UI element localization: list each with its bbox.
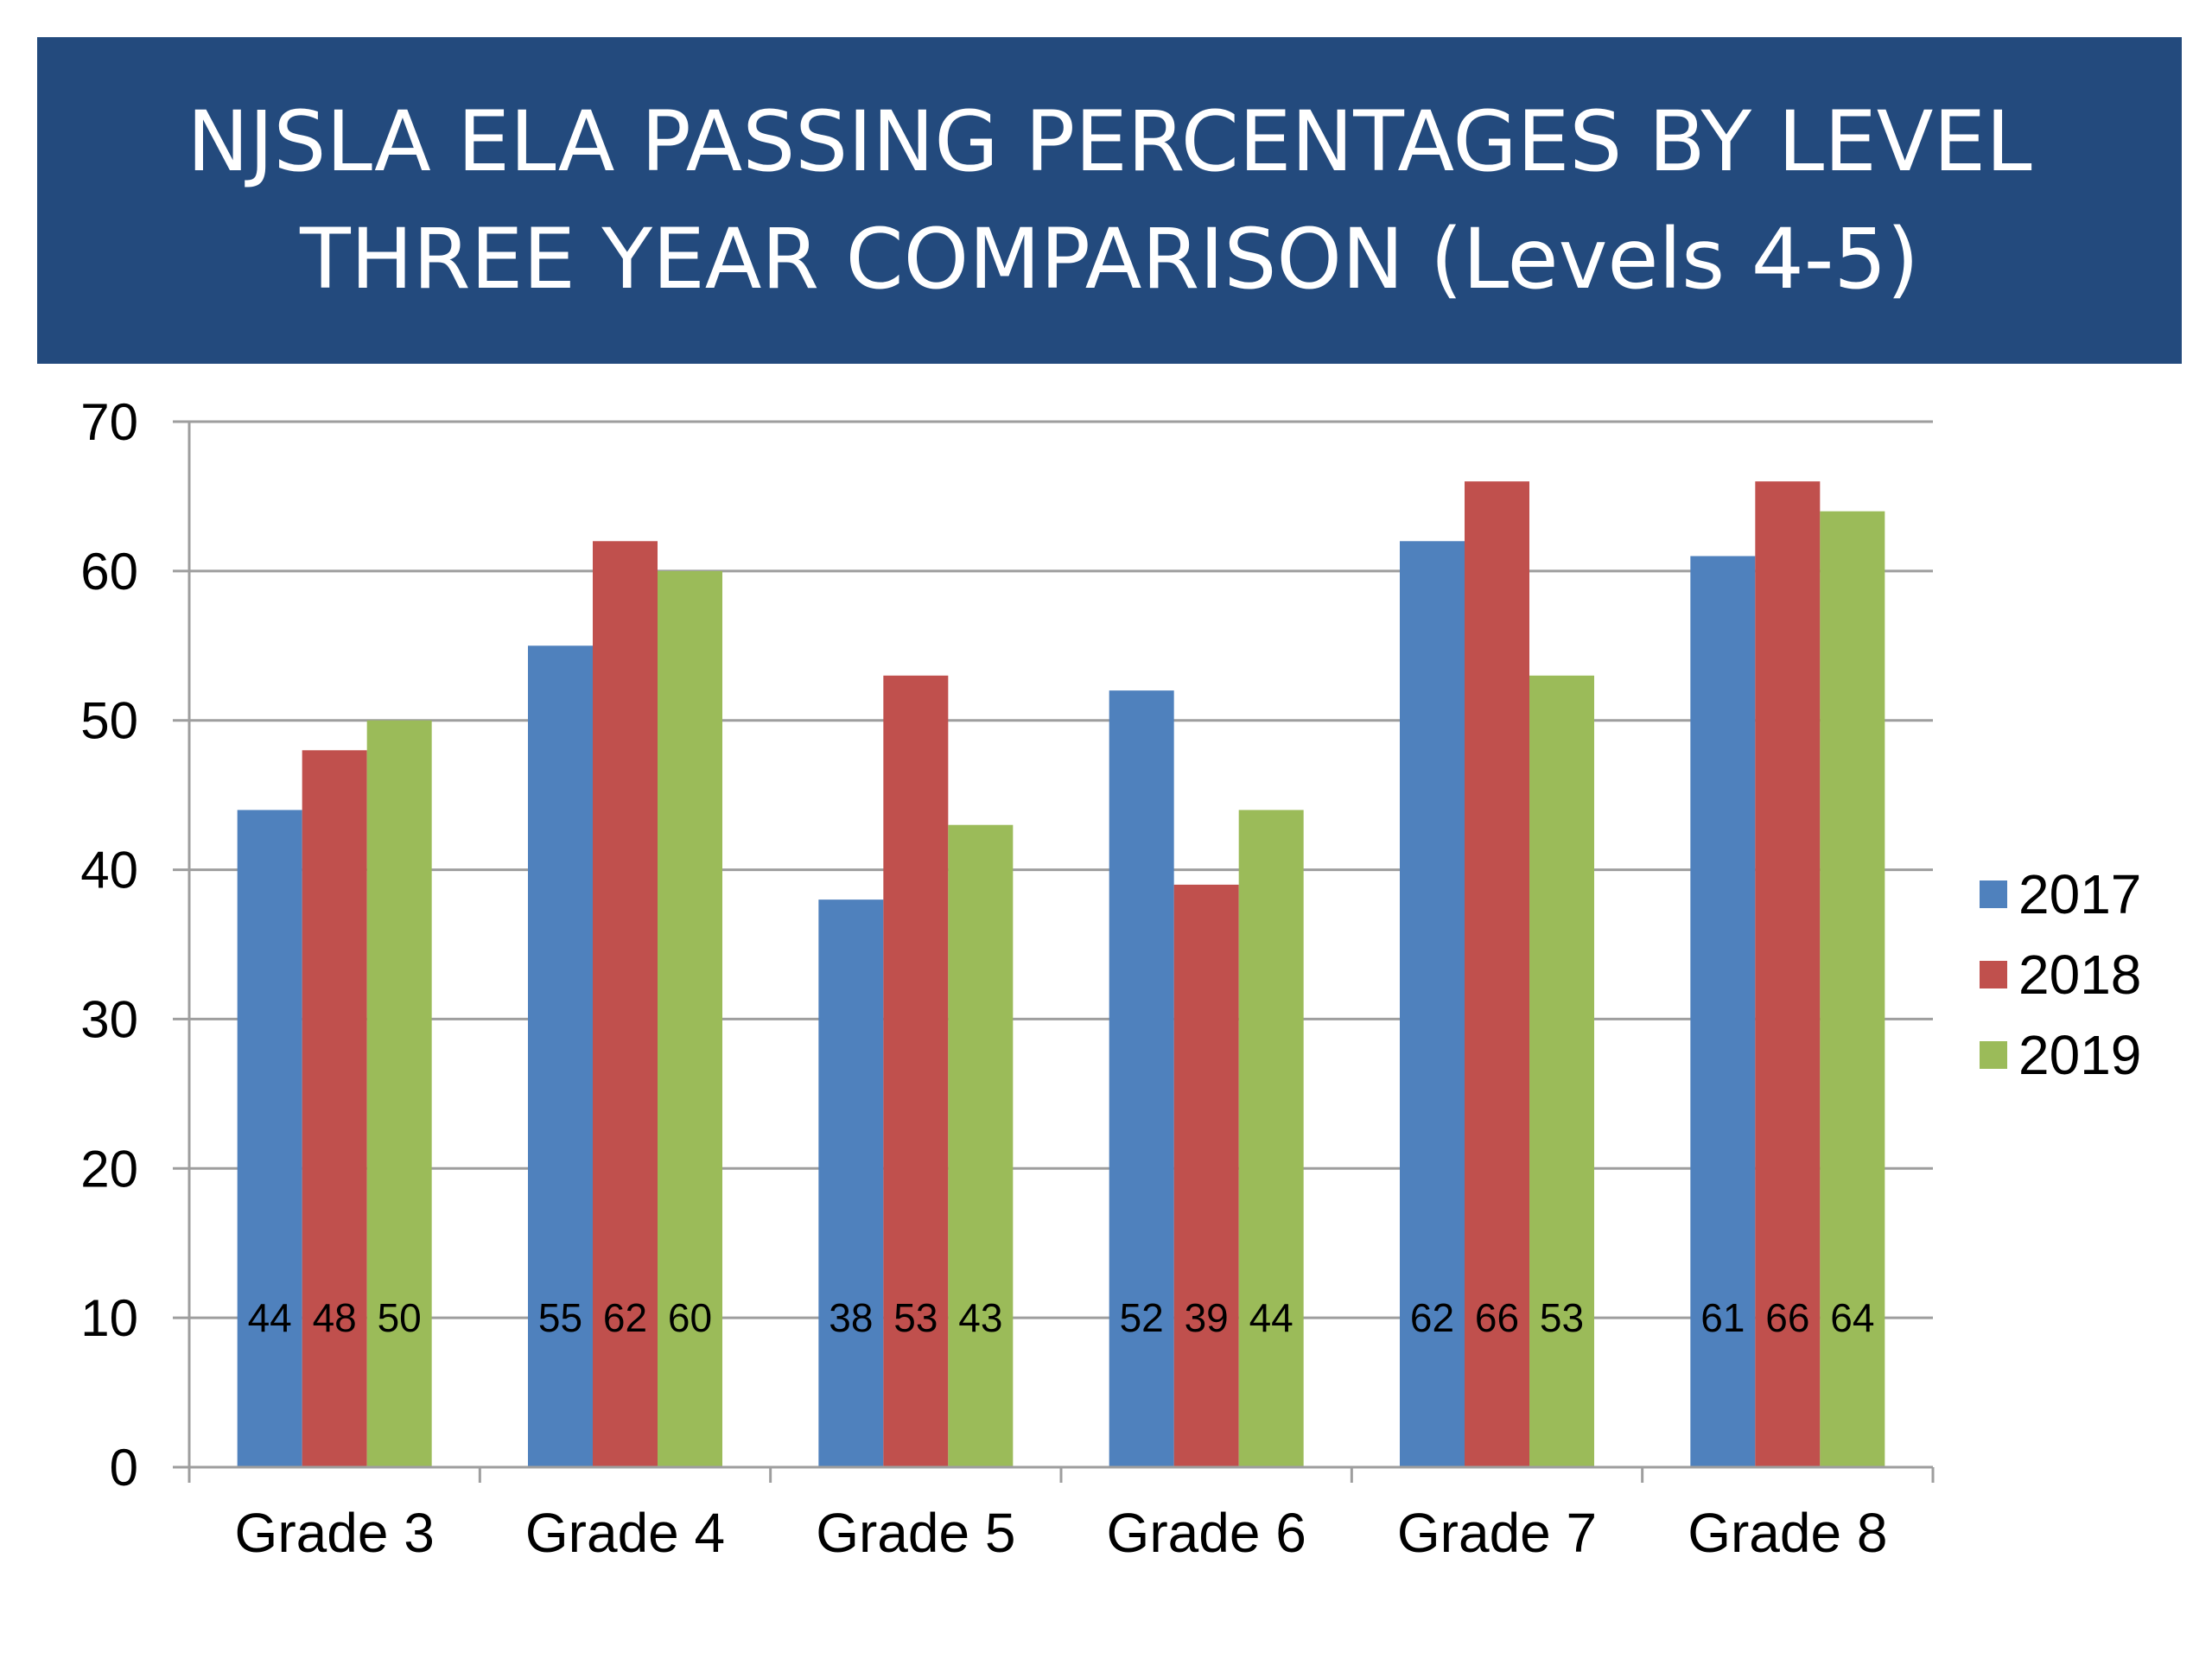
data-label: 38 — [829, 1295, 873, 1340]
y-tick-label: 40 — [80, 842, 138, 899]
x-category-label: Grade 5 — [816, 1502, 1015, 1564]
bar-2018-grade-8 — [1755, 481, 1821, 1468]
data-label: 66 — [1765, 1295, 1809, 1340]
bar-2019-grade-7 — [1529, 675, 1594, 1467]
data-label: 62 — [603, 1295, 647, 1340]
bar-2018-grade-6 — [1173, 884, 1239, 1467]
y-tick-label: 0 — [110, 1439, 138, 1497]
data-label: 53 — [1540, 1295, 1584, 1340]
data-label: 39 — [1185, 1295, 1229, 1340]
bar-2018-grade-7 — [1465, 481, 1529, 1468]
data-label: 53 — [893, 1295, 938, 1340]
bar-2019-grade-5 — [948, 824, 1014, 1467]
data-label: 44 — [248, 1295, 292, 1340]
y-tick-label: 50 — [80, 692, 138, 750]
legend-swatch-2019 — [1980, 1041, 2007, 1069]
chart-title-line-1: NJSLA ELA PASSING PERCENTAGES BY LEVEL — [187, 93, 2032, 190]
x-category-label: Grade 4 — [525, 1502, 725, 1564]
y-tick-label: 10 — [80, 1289, 138, 1347]
bar-2017-grade-3 — [237, 810, 302, 1467]
data-label: 61 — [1700, 1295, 1745, 1340]
bar-2017-grade-6 — [1109, 690, 1174, 1467]
x-category-label: Grade 6 — [1107, 1502, 1306, 1564]
bar-2017-grade-5 — [818, 899, 884, 1467]
data-label: 64 — [1830, 1295, 1874, 1340]
legend-swatch-2017 — [1980, 880, 2007, 908]
bar-2018-grade-5 — [883, 675, 949, 1467]
data-label: 44 — [1249, 1295, 1294, 1340]
data-label: 48 — [313, 1295, 357, 1340]
y-tick-label: 30 — [80, 990, 138, 1048]
legend-label-2018: 2018 — [2018, 944, 2141, 1006]
x-category-label: Grade 8 — [1688, 1502, 1887, 1564]
bar-2017-grade-4 — [528, 645, 593, 1467]
legend-swatch-2018 — [1980, 961, 2007, 988]
data-label: 55 — [538, 1295, 582, 1340]
bar-2017-grade-7 — [1400, 541, 1465, 1468]
data-label: 43 — [958, 1295, 1002, 1340]
bar-2018-grade-4 — [593, 541, 658, 1468]
x-category-label: Grade 3 — [235, 1502, 435, 1564]
data-label: 60 — [668, 1295, 712, 1340]
data-label: 50 — [378, 1295, 422, 1340]
chart-title-line-2: THREE YEAR COMPARISON (Levels 4-5) — [300, 211, 1919, 308]
data-label: 52 — [1120, 1295, 1164, 1340]
y-tick-label: 60 — [80, 543, 138, 601]
title-banner: NJSLA ELA PASSING PERCENTAGES BY LEVEL T… — [37, 37, 2182, 364]
x-category-label: Grade 7 — [1397, 1502, 1597, 1564]
bar-2019-grade-6 — [1238, 810, 1304, 1467]
y-tick-label: 70 — [80, 393, 138, 451]
bar-2019-grade-3 — [366, 720, 432, 1467]
data-label: 66 — [1475, 1295, 1519, 1340]
bar-2018-grade-3 — [302, 750, 367, 1467]
y-tick-label: 20 — [80, 1140, 138, 1198]
bar-2019-grade-8 — [1820, 511, 1885, 1467]
legend-label-2017: 2017 — [2018, 863, 2141, 925]
data-label: 62 — [1410, 1295, 1454, 1340]
bar-2017-grade-8 — [1690, 556, 1756, 1467]
bar-2019-grade-4 — [658, 570, 722, 1467]
legend-label-2019: 2019 — [2018, 1024, 2141, 1086]
